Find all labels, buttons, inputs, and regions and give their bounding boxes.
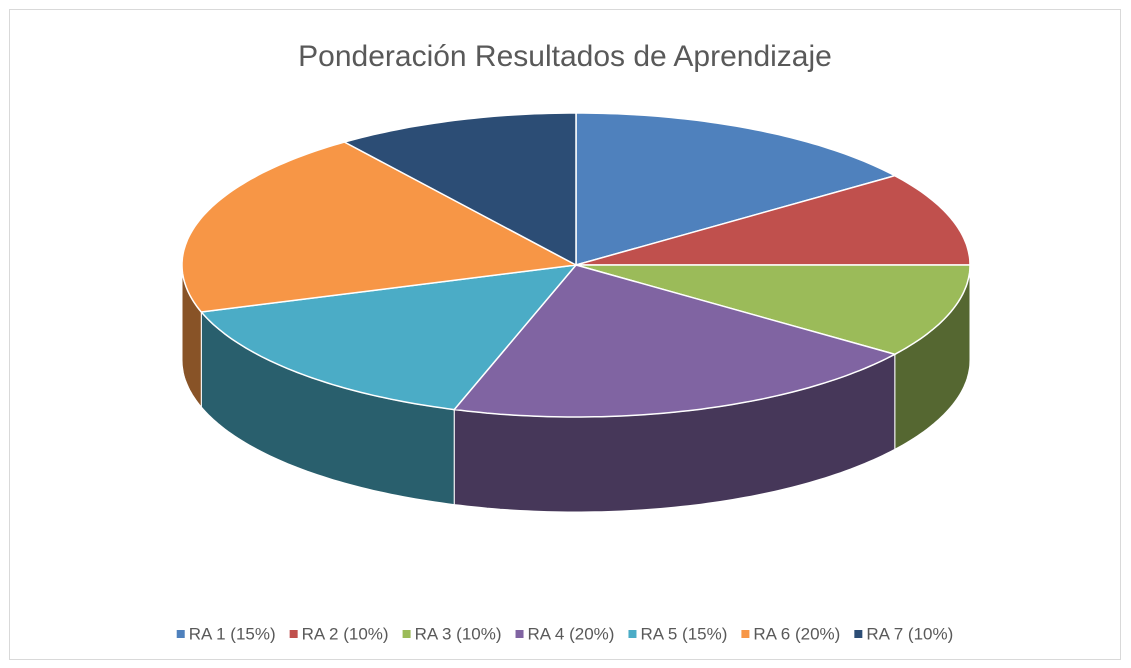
slice [452,264,897,418]
legend-label: RA 2 (10%) [302,624,389,643]
legend-label: RA 1 (15%) [189,624,276,643]
slice [199,264,578,411]
slice [575,112,897,266]
legend-swatch [289,630,298,638]
legend-swatch [176,630,185,638]
slice [575,174,971,266]
legend-label: RA 5 (15%) [640,624,727,643]
slice [181,141,579,313]
legend-swatch [402,630,411,638]
legend-swatch [628,630,637,638]
slice [575,264,971,356]
slice [342,112,577,267]
legend-swatch [854,630,863,638]
chart-title: Ponderación Resultados de Aprendizaje [298,40,832,73]
legend-label: RA 3 (10%) [415,624,502,643]
legend-label: RA 4 (20%) [528,624,615,643]
legend-swatch [515,630,524,638]
legend-swatch [741,630,750,638]
legend-label: RA 6 (20%) [753,624,840,643]
legend-label: RA 7 (10%) [866,624,953,643]
